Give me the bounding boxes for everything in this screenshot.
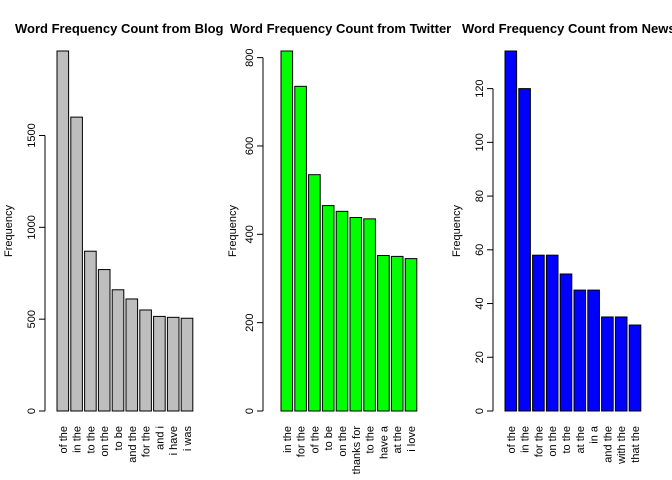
y-tick-label: 1000 xyxy=(26,215,38,239)
bar xyxy=(404,258,418,412)
y-tick-label: 60 xyxy=(474,244,486,256)
y-tick-label: 0 xyxy=(244,408,256,414)
y-tick-label: 800 xyxy=(244,48,256,66)
bar xyxy=(139,309,152,412)
x-tick-label: on the xyxy=(99,426,111,457)
x-tick-label: to the xyxy=(561,426,573,454)
x-tick-label: for the xyxy=(296,426,308,457)
x-tick-label: to the xyxy=(365,426,377,454)
x-tick-label: i love xyxy=(406,426,418,452)
bar xyxy=(125,298,139,412)
bar xyxy=(363,218,376,412)
x-tick-label: thanks for xyxy=(351,426,363,475)
x-tick-label: that the xyxy=(630,426,642,463)
chart-title: Word Frequency Count from Twitter xyxy=(230,21,451,36)
bar xyxy=(349,217,363,412)
x-tick-label: i have xyxy=(168,426,180,455)
y-tick-label: 400 xyxy=(244,225,256,243)
y-tick-label: 1500 xyxy=(26,123,38,147)
bar xyxy=(504,50,518,412)
bar xyxy=(180,317,194,412)
x-tick-label: in a xyxy=(589,425,601,444)
bar xyxy=(601,316,614,412)
x-tick-label: of the xyxy=(506,426,518,454)
x-tick-label: at the xyxy=(575,426,587,454)
bar xyxy=(587,289,600,412)
x-tick-label: on the xyxy=(547,426,559,457)
y-tick-label: 500 xyxy=(26,310,38,328)
x-tick-label: and the xyxy=(127,426,139,463)
bar xyxy=(390,255,404,412)
bar xyxy=(335,210,349,412)
bar xyxy=(280,50,294,412)
y-axis-label: Frequency xyxy=(227,205,239,257)
x-tick-label: i was xyxy=(182,426,194,452)
x-tick-label: to the xyxy=(85,426,97,454)
bar xyxy=(294,85,307,412)
x-tick-label: of the xyxy=(309,426,321,454)
bar xyxy=(559,273,573,412)
bar xyxy=(532,254,545,412)
x-tick-label: to be xyxy=(323,426,335,450)
x-tick-label: for the xyxy=(533,426,545,457)
y-tick-label: 200 xyxy=(244,313,256,331)
y-tick-label: 0 xyxy=(26,408,38,414)
chart-title: Word Frequency Count from News xyxy=(462,21,672,36)
bar xyxy=(153,315,166,412)
bar xyxy=(321,205,335,412)
chart-title: Word Frequency Count from Blog xyxy=(15,21,224,36)
panel-twitter: Word Frequency Count from Twitter 0 200 40… xyxy=(227,21,451,474)
bar xyxy=(84,250,97,412)
bar xyxy=(614,316,628,412)
x-tick-label: have a xyxy=(378,425,390,459)
panel-news: Word Frequency Count from News 0 20 40 60 80… xyxy=(451,21,672,465)
x-tick-label: in the xyxy=(282,426,294,453)
y-tick-label: 40 xyxy=(474,297,486,309)
bar xyxy=(573,289,587,412)
x-tick-label: to be xyxy=(113,426,125,450)
x-tick-label: with the xyxy=(616,426,628,465)
bar xyxy=(111,289,125,412)
x-tick-label: at the xyxy=(392,426,404,454)
bar xyxy=(308,174,321,412)
y-axis-label: Frequency xyxy=(3,205,15,257)
y-tick-label: 80 xyxy=(474,190,486,202)
bar xyxy=(545,254,559,412)
bar xyxy=(518,88,531,412)
bar xyxy=(166,316,180,412)
y-tick-label: 100 xyxy=(474,133,486,151)
x-tick-label: and the xyxy=(602,426,614,463)
x-tick-label: on the xyxy=(337,426,349,457)
y-axis-label: Frequency xyxy=(451,205,463,257)
x-tick-label: and i xyxy=(154,426,166,450)
panel-blog: Word Frequency Count from Blog 0 500 1000 1… xyxy=(3,21,224,463)
x-tick-label: in the xyxy=(520,426,532,453)
x-tick-label: of the xyxy=(58,426,70,454)
bar xyxy=(377,255,390,412)
bar xyxy=(70,116,83,412)
y-tick-label: 120 xyxy=(474,79,486,97)
y-tick-label: 600 xyxy=(244,137,256,155)
bar xyxy=(97,269,111,412)
bar xyxy=(56,50,70,412)
y-tick-label: 20 xyxy=(474,351,486,363)
bar xyxy=(628,324,642,412)
x-tick-label: for the xyxy=(141,426,153,457)
x-tick-label: in the xyxy=(72,426,84,453)
y-tick-label: 0 xyxy=(474,408,486,414)
